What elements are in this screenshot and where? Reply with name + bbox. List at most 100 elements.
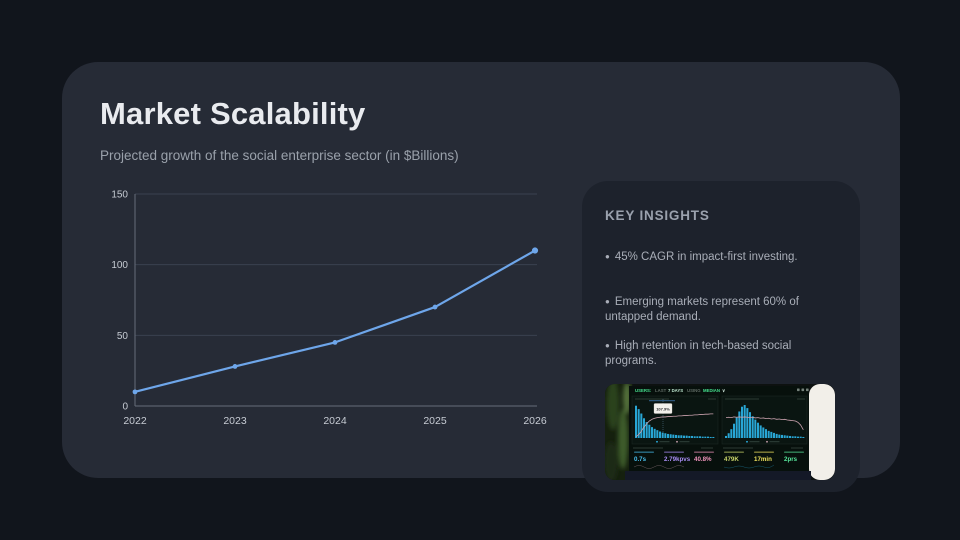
- stat-label: [784, 451, 804, 453]
- bullet-icon: ●: [605, 296, 610, 306]
- histogram-bar: [696, 436, 699, 438]
- histogram-bar: [667, 433, 669, 438]
- topbar-word: USING: [687, 388, 701, 393]
- histogram-bar: [743, 405, 746, 438]
- overlay-lines: [635, 413, 804, 437]
- histogram-bar: [759, 425, 762, 438]
- mini-sparkline: [633, 465, 685, 469]
- histogram-bar: [754, 419, 757, 438]
- stat-label: [664, 451, 684, 453]
- topbar-word: 7 DAYS: [668, 388, 683, 393]
- histogram-bar: [704, 436, 707, 438]
- histogram-bar: [802, 436, 805, 438]
- histogram-bar: [669, 434, 672, 438]
- x-tick-label: 2023: [223, 415, 247, 427]
- histogram-bar: [680, 435, 683, 438]
- topbar-word: LAST: [655, 388, 667, 393]
- data-point: [232, 364, 238, 369]
- stat-label: [724, 451, 744, 453]
- x-tick-label: 2022: [123, 415, 147, 427]
- insight-text: High retention in tech-based social prog…: [605, 339, 792, 368]
- histogram-bar: [637, 409, 640, 438]
- stat-value: 479K: [724, 456, 739, 463]
- histogram-bar: [794, 436, 797, 438]
- histogram-bar: [799, 436, 802, 438]
- histogram-bar: [693, 436, 696, 438]
- data-line: [133, 249, 537, 393]
- histogram-bar: [762, 427, 765, 438]
- y-tick-label: 0: [122, 402, 128, 413]
- insight-bullet: ● 45% CAGR in impact-first investing.: [605, 249, 840, 266]
- histogram-bar: [701, 436, 704, 438]
- histogram-bar: [635, 405, 637, 438]
- histogram-bar: [735, 417, 738, 438]
- chart-tooltip: 107.9%: [649, 399, 675, 437]
- y-tick-label: 100: [111, 260, 128, 271]
- insight-bullet: ● High retention in tech-based social pro…: [605, 338, 840, 370]
- stat-value: 17min: [754, 456, 772, 463]
- histogram-bar: [789, 435, 791, 438]
- plant-blur-edge: [605, 384, 632, 480]
- insight-bullet: ● Emerging markets represent 60% of untap…: [605, 294, 840, 326]
- histogram-bar: [751, 416, 754, 438]
- histogram-bar: [783, 435, 786, 438]
- histogram-bar: [757, 422, 759, 438]
- histogram-bar: [659, 431, 661, 438]
- x-tick-label: 2024: [323, 415, 347, 427]
- x-tick-label: 2025: [423, 415, 447, 427]
- histogram-bar: [683, 435, 685, 438]
- histogram-bar: [709, 436, 712, 438]
- histogram-bar: [781, 434, 783, 438]
- stats-section: 0.7s 2.79kpvs 40.8% 479K 17min 2prs: [633, 447, 804, 469]
- stat-value: 0.7s: [634, 456, 647, 463]
- tooltip-value: 107.9%: [656, 406, 670, 411]
- histogram-bar: [685, 435, 688, 438]
- insight-text: 45% CAGR in impact-first investing.: [614, 251, 798, 263]
- histogram-bar: [767, 430, 770, 438]
- stat-value: 2prs: [784, 456, 798, 463]
- key-insights-panel: KEY INSIGHTS ● 45% CAGR in impact-first i…: [582, 181, 860, 492]
- histogram-bar: [738, 411, 741, 438]
- stat-label: [754, 451, 774, 453]
- histogram-bar: [730, 429, 733, 438]
- histogram-bar: [688, 435, 691, 438]
- histogram-bar: [672, 434, 675, 438]
- y-tick-label: 50: [117, 331, 129, 342]
- overlay-line: [635, 413, 714, 437]
- data-point: [332, 340, 338, 345]
- data-point: [132, 389, 138, 395]
- histogram-bar: [733, 423, 735, 438]
- histogram-bar: [656, 430, 659, 438]
- insights-list: ● 45% CAGR in impact-first investing. ● Em…: [605, 249, 840, 370]
- histogram-bar: [651, 427, 653, 438]
- panel-legends: [656, 440, 780, 443]
- histogram-bar: [648, 424, 651, 438]
- dashboard-photo-art: USERS: LAST 7 DAYS USING MEDIAN ∨: [605, 384, 835, 480]
- histogram-bar: [661, 432, 664, 438]
- histogram-bar: [741, 406, 743, 438]
- histogram-bar: [640, 413, 643, 438]
- growth-line-chart: 0 50 100 150 2022 2023 2024 2025 2026: [111, 190, 547, 428]
- histogram-bar: [645, 422, 648, 438]
- screen-toolbar-icons: [797, 388, 809, 392]
- stat-label: [694, 451, 714, 453]
- dashboard-photo: USERS: LAST 7 DAYS USING MEDIAN ∨: [605, 384, 835, 480]
- device-bottom-edge: [625, 471, 811, 480]
- histogram-bar: [791, 436, 794, 438]
- insights-heading: KEY INSIGHTS: [605, 208, 710, 223]
- histogram-bar: [653, 428, 656, 438]
- histogram-bar: [712, 436, 715, 438]
- topbar-word: MEDIAN: [703, 388, 720, 393]
- right-histogram: [725, 405, 805, 438]
- bullet-icon: ●: [605, 340, 610, 350]
- insight-text: Emerging markets represent 60% of untapp…: [605, 295, 799, 324]
- stat-value: 40.8%: [694, 456, 712, 463]
- histogram-bar: [677, 435, 680, 438]
- histogram-bar: [797, 436, 799, 438]
- histogram-bar: [725, 435, 727, 438]
- histogram-bar: [778, 434, 781, 438]
- stat-label: [634, 451, 654, 453]
- left-histogram: [635, 405, 715, 438]
- histogram-bar: [770, 431, 773, 438]
